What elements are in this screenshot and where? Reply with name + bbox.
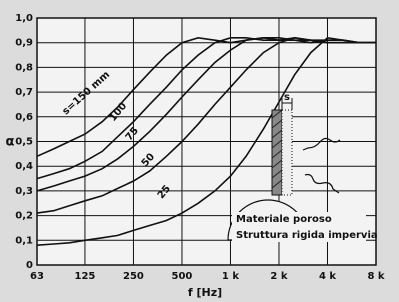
- y-tick-label: 0,2: [15, 211, 33, 222]
- annotation: Struttura rigida impervia: [236, 230, 378, 241]
- x-tick-label: 125: [75, 271, 96, 282]
- inset-diagram: [227, 98, 366, 242]
- x-tick-label: 4 k: [319, 271, 336, 282]
- annotation: Materiale poroso: [236, 214, 332, 225]
- y-axis-label: α: [6, 135, 15, 150]
- y-tick-label: 0,5: [15, 137, 33, 148]
- y-tick-label: 0,8: [15, 62, 33, 73]
- x-tick-label: 1 k: [222, 271, 239, 282]
- x-tick-label: 250: [123, 271, 144, 282]
- y-tick-label: 1,0: [15, 13, 33, 24]
- curve: [36, 36, 376, 214]
- y-tick-label: 0,6: [15, 112, 33, 123]
- x-axis-label: f [Hz]: [188, 286, 222, 299]
- x-tick-label: 500: [172, 271, 193, 282]
- x-tick-label: 2 k: [270, 271, 287, 282]
- y-tick-label: 0,1: [15, 235, 33, 246]
- curve: [36, 36, 376, 246]
- y-tick-label: 0,7: [15, 87, 33, 98]
- y-tick-label: 0,4: [15, 161, 33, 172]
- axis-frame: [36, 17, 377, 266]
- y-tick-label: 0: [26, 260, 33, 271]
- annotation: s: [284, 92, 290, 103]
- x-tick-label: 8 k: [367, 271, 384, 282]
- curve: [36, 36, 376, 158]
- x-tick-label: 63: [30, 271, 44, 282]
- y-tick-label: 0,9: [15, 38, 33, 49]
- y-tick-label: 0,3: [15, 186, 33, 197]
